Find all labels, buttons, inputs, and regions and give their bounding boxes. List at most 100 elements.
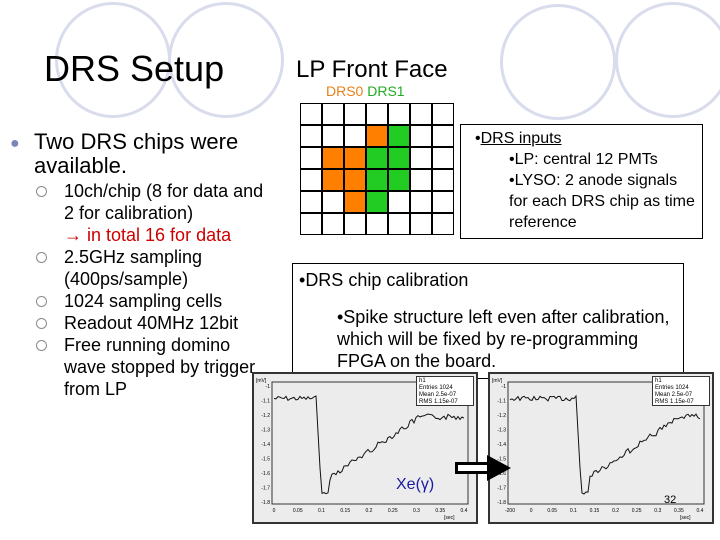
x-tick-label: 0.05 bbox=[293, 508, 303, 514]
pmt-cell bbox=[300, 103, 322, 125]
ring-bullet-icon bbox=[36, 340, 47, 351]
x-tick-label: 0.15 bbox=[340, 508, 350, 514]
pmt-cell bbox=[300, 147, 322, 169]
pmt-cell bbox=[432, 125, 454, 147]
x-tick-label: 0.05 bbox=[547, 508, 557, 514]
section-title: LP Front Face bbox=[296, 56, 448, 83]
drs1-label: DRS1 bbox=[367, 83, 405, 99]
drs-inputs-line: •LYSO: 2 anode signals for each DRS chip… bbox=[509, 172, 695, 231]
x-tick-label: 0.4 bbox=[697, 508, 704, 514]
pmt-cell bbox=[344, 125, 366, 147]
x-tick-label: 0.35 bbox=[674, 508, 684, 514]
pmt-cell bbox=[322, 191, 344, 213]
waveform-left bbox=[273, 395, 465, 495]
sub-bullet-list: 10ch/chip (8 for data and 2 for calibrat… bbox=[36, 180, 266, 400]
bullet-icon: ● bbox=[10, 135, 20, 152]
x-tick-label: 0.25 bbox=[388, 508, 398, 514]
pmt-cell bbox=[410, 103, 432, 125]
calibration-title: •DRS chip calibration bbox=[299, 270, 469, 290]
y-tick-label: -1 bbox=[502, 384, 507, 390]
y-tick-label: -1.2 bbox=[497, 413, 506, 419]
pmt-cell bbox=[410, 169, 432, 191]
y-tick-label: -1.1 bbox=[261, 399, 270, 405]
pmt-cell bbox=[410, 147, 432, 169]
pmt-cell bbox=[366, 147, 388, 169]
sub-bullet-text: 2.5GHz sampling (400ps/sample) bbox=[64, 247, 203, 289]
x-tick-label: 0.25 bbox=[632, 508, 642, 514]
x-tick-label: 0.1 bbox=[318, 508, 325, 514]
pmt-cell bbox=[300, 169, 322, 191]
pmt-cell bbox=[366, 125, 388, 147]
drs-inputs-line: •LP: central 12 PMTs bbox=[509, 151, 658, 168]
sub-bullet: 1024 sampling cells bbox=[36, 290, 266, 312]
calibration-box: •DRS chip calibration •Spike structure l… bbox=[292, 263, 684, 379]
pmt-cell bbox=[432, 147, 454, 169]
x-tick-label: 0.15 bbox=[590, 508, 600, 514]
pmt-cell bbox=[432, 191, 454, 213]
pmt-cell bbox=[388, 191, 410, 213]
y-tick-label: -1.4 bbox=[261, 442, 270, 448]
drs-inputs-heading: •DRS inputs bbox=[475, 130, 562, 147]
drs0-label: DRS0 bbox=[326, 83, 364, 99]
pmt-cell bbox=[432, 169, 454, 191]
y-tick-label: -1.7 bbox=[497, 486, 506, 492]
decor-circle bbox=[168, 2, 284, 118]
y-tick-label: -1.6 bbox=[261, 471, 270, 477]
x-tick-label: 0.1 bbox=[570, 508, 577, 514]
sub-bullet-text: Readout 40MHz 12bit bbox=[64, 313, 239, 333]
pmt-cell bbox=[300, 213, 322, 235]
pmt-cell bbox=[388, 213, 410, 235]
slide-title: DRS Setup bbox=[44, 48, 225, 89]
pmt-cell bbox=[388, 169, 410, 191]
pmt-cell bbox=[410, 213, 432, 235]
sub-bullet-text: 1024 sampling cells bbox=[64, 291, 223, 311]
pmt-cell bbox=[388, 103, 410, 125]
waveform-right bbox=[509, 394, 701, 495]
pmt-cell bbox=[432, 103, 454, 125]
pmt-cell bbox=[344, 103, 366, 125]
y-tick-label: -1.7 bbox=[261, 486, 270, 492]
pmt-cell bbox=[322, 125, 344, 147]
pmt-cell bbox=[300, 125, 322, 147]
x-tick-label: 0 bbox=[273, 508, 276, 514]
drs-labels: DRS0 DRS1 bbox=[326, 83, 405, 99]
pmt-cell bbox=[388, 147, 410, 169]
y-tick-label: -1 bbox=[266, 384, 271, 390]
pmt-cell bbox=[344, 169, 366, 191]
pmt-cell bbox=[410, 125, 432, 147]
pmt-cell bbox=[322, 169, 344, 191]
sub-bullet: Free running domino wave stopped by trig… bbox=[36, 334, 266, 400]
y-tick-label: -1.3 bbox=[497, 428, 506, 434]
main-bullet-text: Two DRS chips were available. bbox=[34, 129, 239, 178]
pmt-cell bbox=[366, 191, 388, 213]
x-tick-label: 0.35 bbox=[435, 508, 445, 514]
x-unit-label: [sec] bbox=[680, 515, 691, 521]
page-number: 32 bbox=[664, 494, 677, 506]
decor-circle bbox=[500, 4, 616, 120]
stats-box: h1 Entries 1024 Mean 2.5e-07 RMS 1.15e-07 bbox=[652, 376, 710, 406]
x-tick-label: 0.3 bbox=[413, 508, 420, 514]
pmt-cell bbox=[432, 213, 454, 235]
drs-inputs-title: DRS inputs bbox=[480, 130, 562, 147]
decor-circle bbox=[615, 2, 720, 118]
y-tick-label: -1.8 bbox=[497, 500, 506, 506]
calibration-title-text: DRS chip calibration bbox=[305, 270, 469, 290]
y-tick-label: -1.3 bbox=[261, 428, 270, 434]
pmt-cell bbox=[322, 213, 344, 235]
x-tick-label: 0.2 bbox=[612, 508, 619, 514]
x-tick-label: 0.4 bbox=[461, 508, 468, 514]
y-tick-label: -1.6 bbox=[497, 471, 506, 477]
y-tick-label: -1.5 bbox=[261, 457, 270, 463]
y-tick-label: -1.4 bbox=[497, 442, 506, 448]
arrow-icon bbox=[455, 455, 511, 481]
y-unit-label: [mV] bbox=[256, 378, 267, 384]
y-tick-label: -1.5 bbox=[497, 457, 506, 463]
pmt-cell bbox=[322, 147, 344, 169]
sub-bullet-text: Free running domino wave stopped by trig… bbox=[64, 335, 256, 399]
sub-bullet-highlight: → in total 16 for data bbox=[64, 225, 232, 245]
y-unit-label: [mV] bbox=[492, 378, 503, 384]
xe-gamma-label: Xe(γ) bbox=[396, 476, 435, 493]
ring-bullet-icon bbox=[36, 296, 47, 307]
pmt-cell bbox=[366, 169, 388, 191]
pmt-cell bbox=[322, 103, 344, 125]
